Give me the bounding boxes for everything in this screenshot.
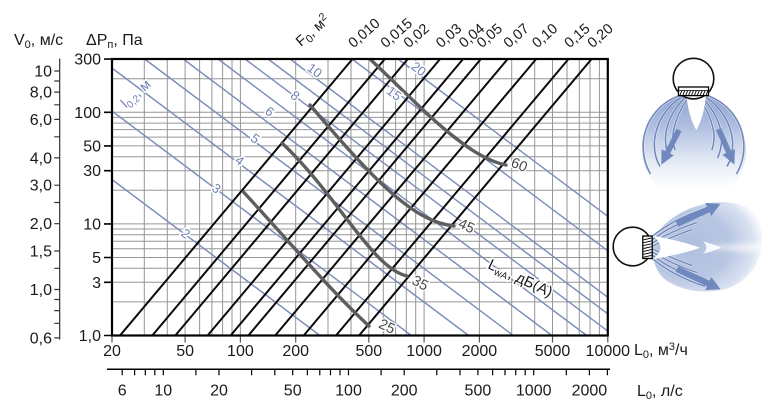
svg-text:3,0: 3,0 — [30, 178, 52, 195]
svg-text:0,6: 0,6 — [30, 330, 52, 347]
svg-text:2000: 2000 — [462, 343, 498, 360]
svg-text:20: 20 — [210, 383, 228, 400]
svg-text:300: 300 — [74, 52, 101, 69]
svg-text:2000: 2000 — [572, 383, 608, 400]
svg-text:3: 3 — [92, 275, 101, 292]
svg-text:100: 100 — [335, 383, 362, 400]
svg-text:10: 10 — [154, 383, 172, 400]
svg-text:500: 500 — [465, 383, 492, 400]
svg-text:10: 10 — [34, 64, 52, 81]
svg-text:20: 20 — [103, 343, 121, 360]
svg-text:100: 100 — [227, 343, 254, 360]
svg-text:50: 50 — [83, 138, 101, 155]
svg-text:30: 30 — [83, 163, 101, 180]
svg-text:L0, м3/ч: L0, м3/ч — [634, 341, 688, 361]
svg-text:1,0: 1,0 — [30, 282, 52, 299]
svg-text:50: 50 — [284, 383, 302, 400]
svg-text:L0, л/с: L0, л/с — [637, 383, 683, 402]
svg-text:V0, м/с: V0, м/с — [14, 32, 63, 51]
svg-text:500: 500 — [355, 343, 382, 360]
svg-text:2,0: 2,0 — [30, 216, 52, 233]
svg-text:4,0: 4,0 — [30, 150, 52, 167]
svg-text:10: 10 — [83, 216, 101, 233]
svg-text:1000: 1000 — [516, 383, 552, 400]
svg-text:8,0: 8,0 — [30, 85, 52, 102]
svg-text:5: 5 — [92, 250, 101, 267]
svg-text:6: 6 — [118, 383, 127, 400]
svg-text:60: 60 — [509, 155, 530, 176]
svg-text:6,0: 6,0 — [30, 112, 52, 129]
svg-text:25: 25 — [376, 316, 397, 337]
svg-text:10000: 10000 — [586, 343, 631, 360]
svg-text:5000: 5000 — [535, 343, 571, 360]
svg-text:200: 200 — [282, 343, 309, 360]
svg-text:100: 100 — [74, 105, 101, 122]
svg-text:ΔPп, Па: ΔPп, Па — [86, 32, 143, 51]
svg-text:1,5: 1,5 — [30, 244, 52, 261]
svg-text:50: 50 — [176, 343, 194, 360]
svg-text:1,0: 1,0 — [79, 328, 101, 345]
svg-text:1000: 1000 — [406, 343, 442, 360]
svg-text:45: 45 — [455, 216, 476, 237]
svg-text:200: 200 — [391, 383, 418, 400]
